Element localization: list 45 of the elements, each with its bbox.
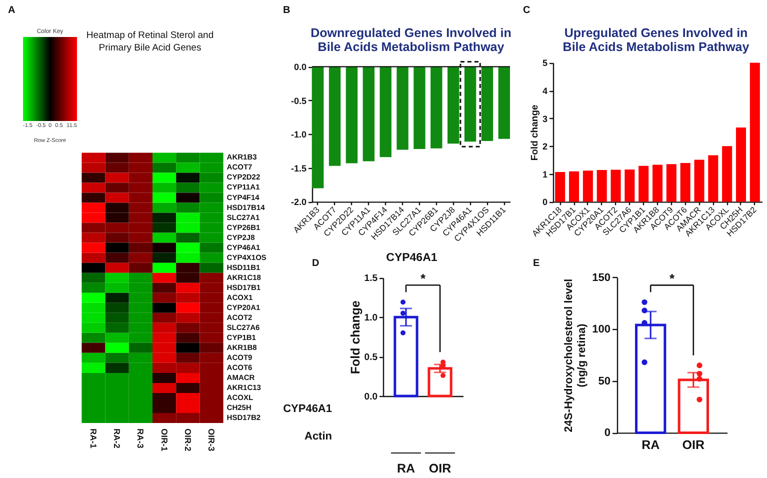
y-tick-label: -1.5: [290, 163, 306, 174]
text: C: [523, 5, 530, 16]
y-tick-label: 0.0: [364, 392, 378, 402]
x-tick-label: RA-2: [112, 428, 122, 449]
chart-title: CYP46A1: [386, 252, 438, 264]
y-tick-label: 0.5: [364, 352, 378, 364]
x-tick-label: RA: [396, 462, 416, 476]
x-tick-label: OIR-1: [159, 428, 170, 452]
chart-title: Upregulated Genes Involved in Bile Acids Metabolism Pathway: [562, 26, 750, 54]
text: A: [8, 5, 16, 16]
y-tick-label: 3: [542, 114, 548, 124]
chart-title: Downregulated Genes Involved in Bile Acids Metabolism Pathway: [310, 26, 512, 54]
x-tick-label: OIR: [682, 438, 705, 452]
text: E: [533, 258, 540, 269]
annotation: *: [420, 271, 426, 286]
y-tick-label: 150: [592, 272, 610, 284]
y-tick-label: 1.0: [364, 312, 378, 324]
annotation: *: [669, 271, 676, 286]
y-tick-label: 2: [542, 142, 548, 152]
x-tick-label: RA: [642, 438, 660, 452]
y-tick-label: -2.0: [290, 197, 306, 208]
text: Actin: [304, 430, 332, 442]
x-tick-label: OIR-3: [206, 428, 216, 452]
y-axis-title: Fold change: [348, 300, 362, 374]
x-tick-label: RA-3: [136, 428, 146, 449]
y-tick-label: 0.0: [294, 62, 306, 72]
y-tick-label: 50: [598, 375, 610, 388]
text: CYP46A1: [283, 403, 332, 415]
y-tick-label: -0.5: [290, 96, 306, 106]
y-axis-title: Fold change: [529, 104, 540, 161]
y-axis-title: 24S-Hydroxycholesterol level (ng/g retina): [563, 278, 588, 432]
y-tick-label: 5: [542, 58, 548, 68]
y-tick-label: -1.0: [290, 130, 306, 140]
y-tick-label: 1.5: [364, 273, 378, 284]
y-tick-label: 0: [542, 197, 548, 208]
x-tick-label: OIR: [428, 462, 452, 476]
y-tick-label: 0: [604, 427, 610, 440]
text: D: [312, 258, 320, 269]
y-tick-label: 100: [592, 324, 610, 336]
x-tick-label: RA-1: [88, 428, 98, 449]
x-tick-label: OIR-2: [182, 428, 193, 452]
y-tick-label: 1: [542, 169, 548, 180]
y-tick-label: 4: [542, 86, 548, 96]
chart-title: Heatmap of Retinal Sterol and Primary Bile Acid Genes: [86, 30, 214, 54]
text: B: [283, 5, 290, 16]
